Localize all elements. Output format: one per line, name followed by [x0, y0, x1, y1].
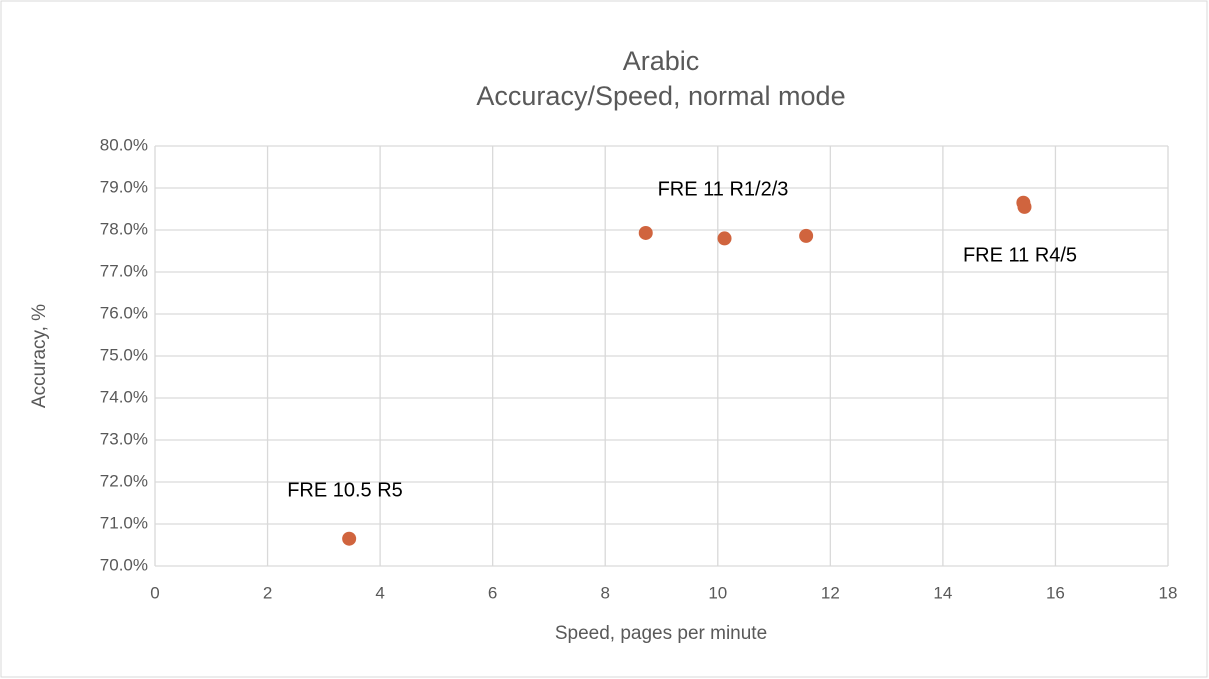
y-tick-label: 73.0%	[100, 429, 148, 448]
x-tick-label: 10	[708, 583, 727, 602]
y-tick-label: 79.0%	[100, 177, 148, 196]
chart-title: Arabic	[623, 46, 700, 76]
y-tick-label: 78.0%	[100, 219, 148, 238]
y-tick-label: 70.0%	[100, 555, 148, 574]
y-tick-label: 71.0%	[100, 513, 148, 532]
annotation: FRE 10.5 R5	[287, 479, 403, 501]
chart-subtitle: Accuracy/Speed, normal mode	[476, 81, 845, 111]
y-tick-label: 80.0%	[100, 135, 148, 154]
x-tick-label: 4	[375, 583, 384, 602]
x-tick-label: 12	[821, 583, 840, 602]
y-tick-label: 75.0%	[100, 345, 148, 364]
point	[342, 531, 357, 546]
x-tick-label: 8	[600, 583, 609, 602]
point	[717, 231, 732, 246]
point	[638, 225, 653, 240]
x-tick-label: 16	[1046, 583, 1065, 602]
x-tick-label: 6	[488, 583, 497, 602]
x-tick-label: 14	[933, 583, 952, 602]
x-tick-label: 0	[150, 583, 159, 602]
y-tick-label: 77.0%	[100, 261, 148, 280]
y-tick-label: 72.0%	[100, 471, 148, 490]
point	[799, 228, 814, 243]
x-axis-title: Speed, pages per minute	[555, 623, 767, 644]
point	[1017, 199, 1032, 214]
annotation: FRE 11 R4/5	[963, 244, 1077, 266]
x-tick-label: 18	[1159, 583, 1178, 602]
annotation: FRE 11 R1/2/3	[658, 178, 789, 200]
y-axis-title: Accuracy, %	[29, 304, 50, 408]
y-tick-label: 74.0%	[100, 387, 148, 406]
x-tick-label: 2	[263, 583, 272, 602]
y-tick-label: 76.0%	[100, 303, 148, 322]
